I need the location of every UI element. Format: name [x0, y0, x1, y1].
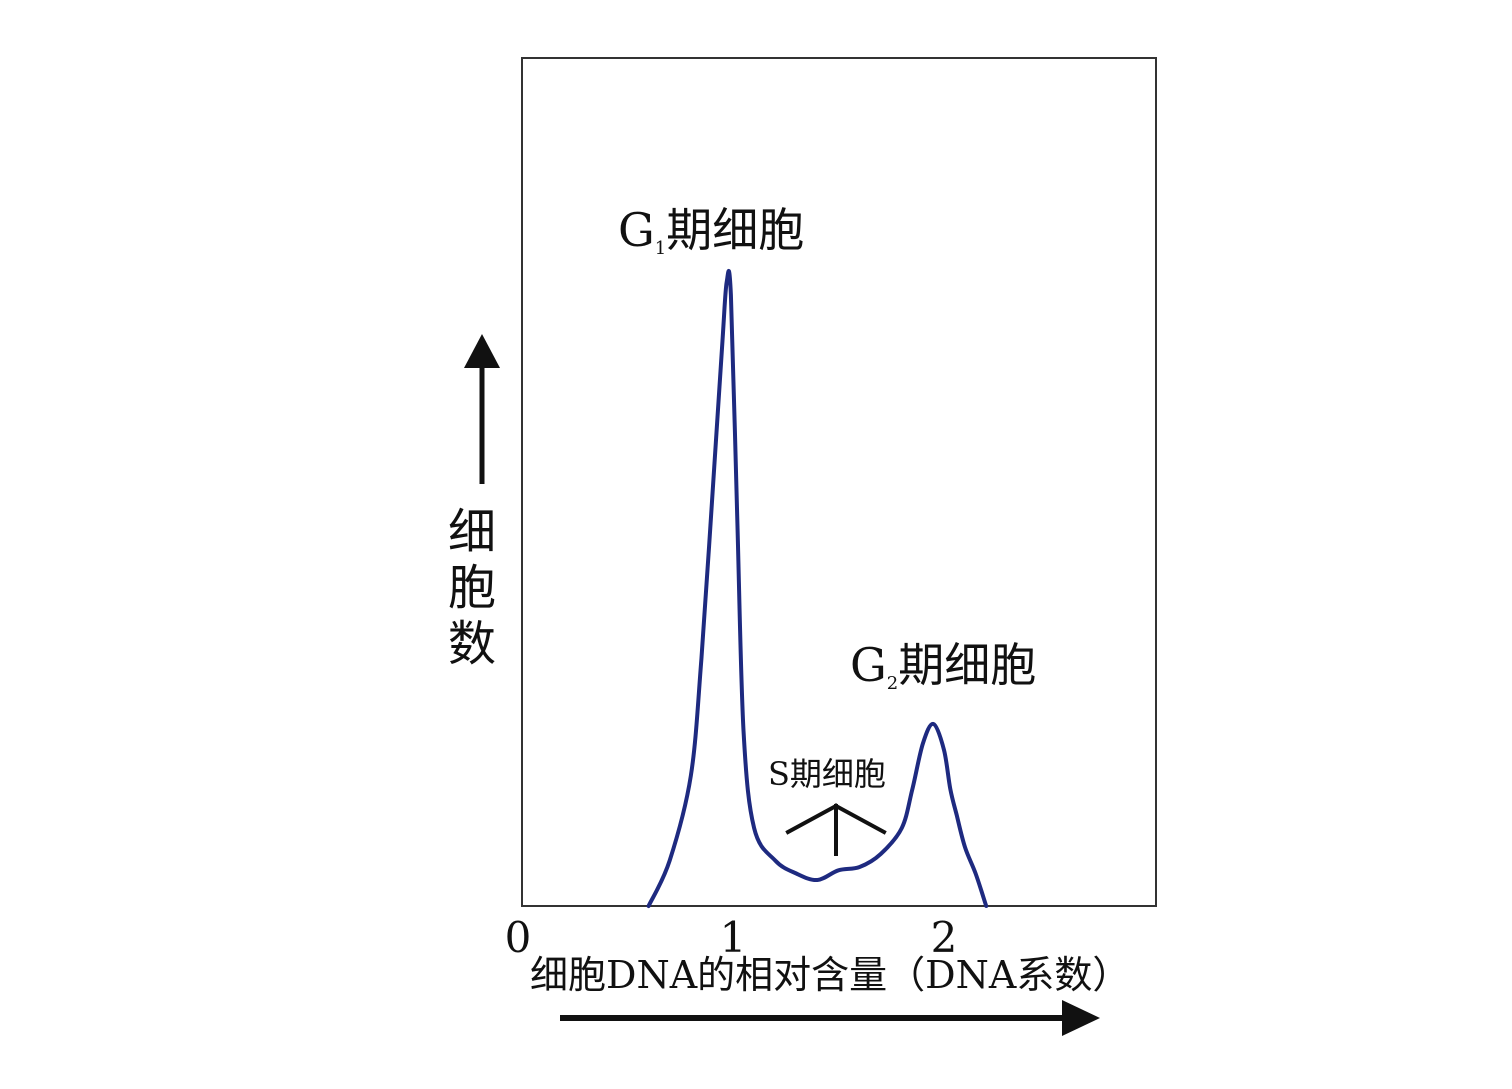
x-tick-labels: 0 1 2 — [505, 913, 958, 962]
x-axis-arrow — [560, 1000, 1100, 1036]
annotation-g2-label: G2期细胞 — [850, 638, 1036, 694]
y-axis-arrow — [464, 334, 500, 484]
annotation-g1-label: G1期细胞 — [618, 203, 804, 259]
x-tick-label-1: 1 — [720, 913, 747, 962]
series-line-dna — [646, 269, 989, 908]
x-axis-label: 细胞DNA的相对含量（DNA系数） — [530, 953, 1130, 997]
x-tick-label-0: 0 — [505, 913, 532, 962]
annotation-s-label: S期细胞 — [768, 755, 886, 793]
plot-frame — [521, 57, 1157, 907]
y-axis-label: 细胞数 — [448, 504, 496, 672]
s-phase-pointer — [785, 803, 887, 856]
x-tick-label-2: 2 — [931, 913, 958, 962]
